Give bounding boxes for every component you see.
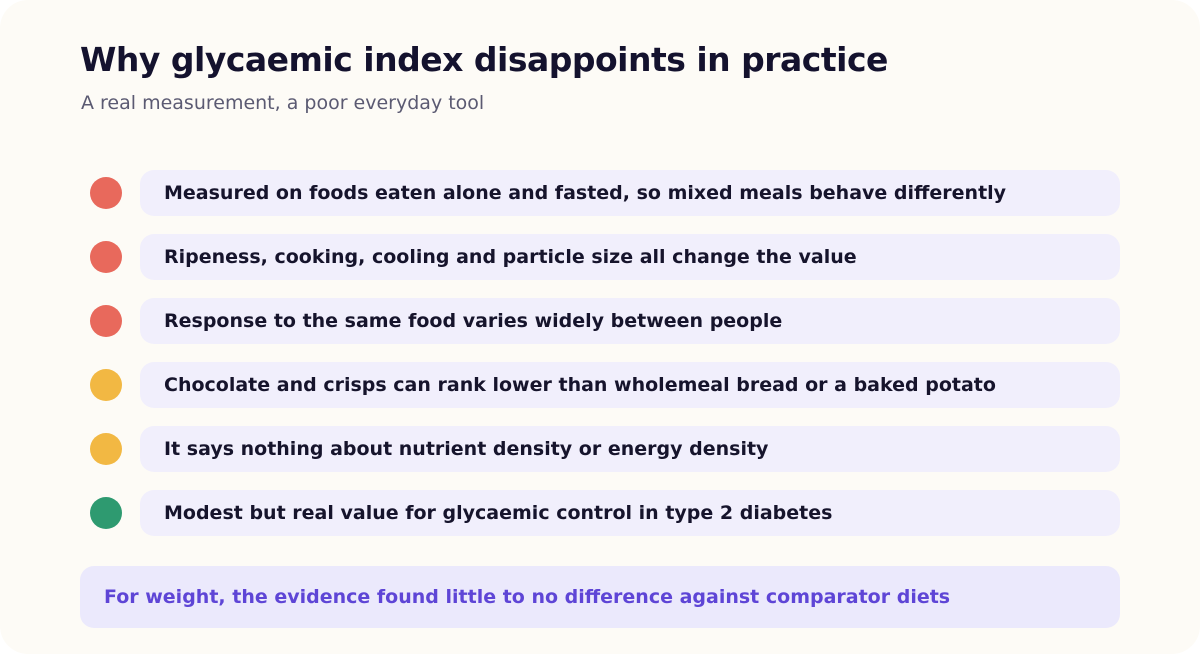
status-dot-icon bbox=[90, 433, 122, 465]
page-title: Why glycaemic index disappoints in pract… bbox=[80, 40, 888, 79]
list-item-text: Ripeness, cooking, cooling and particle … bbox=[164, 246, 857, 268]
status-dot-icon bbox=[90, 369, 122, 401]
status-dot-icon bbox=[90, 241, 122, 273]
list-item-pill: Response to the same food varies widely … bbox=[140, 298, 1120, 344]
list-item-pill: Modest but real value for glycaemic cont… bbox=[140, 490, 1120, 536]
list-item-text: Measured on foods eaten alone and fasted… bbox=[164, 182, 1007, 204]
status-dot-icon bbox=[90, 177, 122, 209]
list-item-pill: Chocolate and crisps can rank lower than… bbox=[140, 362, 1120, 408]
page-subtitle: A real measurement, a poor everyday tool bbox=[81, 92, 485, 114]
list-item-text: Response to the same food varies widely … bbox=[164, 310, 783, 332]
list-item-pill: Ripeness, cooking, cooling and particle … bbox=[140, 234, 1120, 280]
callout-text: For weight, the evidence found little to… bbox=[104, 586, 951, 608]
list-item-pill: Measured on foods eaten alone and fasted… bbox=[140, 170, 1120, 216]
list-item-text: Chocolate and crisps can rank lower than… bbox=[164, 374, 996, 396]
list-item-text: Modest but real value for glycaemic cont… bbox=[164, 502, 833, 524]
status-dot-icon bbox=[90, 305, 122, 337]
conclusion-callout: For weight, the evidence found little to… bbox=[80, 566, 1120, 628]
list-item-pill: It says nothing about nutrient density o… bbox=[140, 426, 1120, 472]
list-item-text: It says nothing about nutrient density o… bbox=[164, 438, 769, 460]
status-dot-icon bbox=[90, 497, 122, 529]
